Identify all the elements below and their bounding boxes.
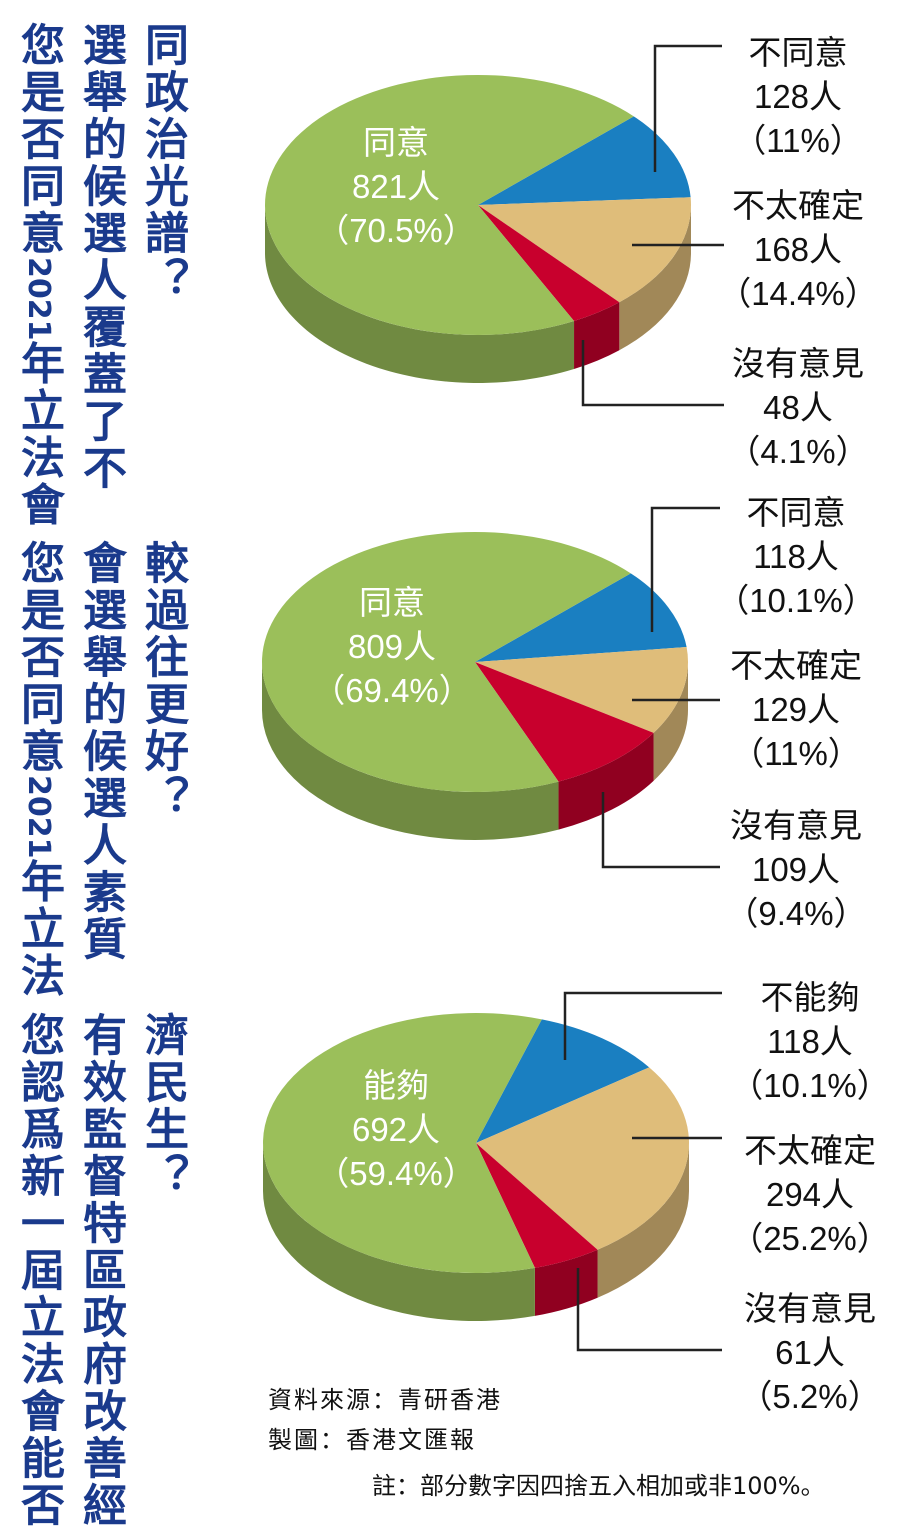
- slice-percent-text-2-3: （9.4%）: [725, 895, 866, 932]
- source-text: 資料來源：青研香港: [268, 1386, 502, 1414]
- slice-percent-text-1-2: （14.4%）: [718, 275, 878, 312]
- slice-label-1-2: 不太確定: [732, 187, 864, 224]
- pie-slice-1-0: [265, 75, 634, 336]
- slice-count-3-2: 294人: [766, 1176, 854, 1213]
- pie-side-3-3: [534, 1249, 598, 1316]
- slice-percent-text-1-1: （11%）: [733, 122, 863, 159]
- slice-label-3-3: 沒有意見: [744, 1290, 876, 1327]
- slice-count-1-2: 168人: [754, 231, 842, 268]
- pie-slice-2-0: [262, 532, 631, 792]
- footnote-text: 註：部分數字因四捨五入相加或非100%。: [372, 1472, 825, 1500]
- slice-label-1-0: 同意: [363, 124, 429, 161]
- slice-label-2-0: 同意: [359, 584, 425, 621]
- slice-count-3-3: 61人: [775, 1334, 845, 1371]
- slice-label-1-3: 沒有意見: [732, 345, 864, 382]
- pie-side-2-2: [653, 662, 688, 781]
- slice-label-3-0: 能夠: [363, 1067, 429, 1104]
- slice-percent-text-1-0: （70.5%）: [316, 212, 476, 249]
- pie-chart-2: 同意 809人 （69.4%） 不同意 118人 （10.1%） 不太確定 129人 （11%）…: [262, 494, 876, 932]
- slice-label-2-3: 沒有意見: [730, 807, 862, 844]
- pie-side-1-2: [619, 205, 691, 351]
- pie-slice-1-2: [478, 197, 691, 303]
- slice-percent-text-2-0: （69.4%）: [312, 672, 472, 709]
- pie-slice-3-2: [476, 1067, 690, 1250]
- pie-side-3-2: [597, 1143, 689, 1298]
- pie-side-2-3: [558, 732, 654, 830]
- pie-side-3-0: [262, 1143, 535, 1321]
- pie-side-1-0: [265, 205, 575, 383]
- slice-count-1-0: 821人: [352, 168, 440, 205]
- slice-percent-text-2-2: （11%）: [731, 735, 861, 772]
- slice-count-1-3: 48人: [763, 389, 833, 426]
- slice-count-3-0: 692人: [352, 1111, 440, 1148]
- slice-label-1-1: 不同意: [749, 34, 848, 71]
- leader-line-2-1: [650, 506, 720, 632]
- pie-slice-2-1: [475, 573, 687, 662]
- leader-line-1-3: [581, 340, 724, 407]
- pie-side-2-0: [262, 662, 559, 840]
- pie-slice-1-3: [478, 205, 620, 322]
- slice-label-3-2: 不太確定: [744, 1132, 876, 1169]
- credit-text: 製圖：香港文匯報: [268, 1426, 476, 1454]
- slice-label-3-1: 不能夠: [761, 979, 860, 1016]
- slice-percent-text-3-1: （10.1%）: [730, 1067, 890, 1104]
- leader-line-3-1: [563, 991, 722, 1060]
- slice-percent-text-3-3: （5.2%）: [739, 1378, 880, 1415]
- slice-label-2-2: 不太確定: [730, 647, 862, 684]
- slice-count-3-1: 118人: [767, 1023, 853, 1060]
- slice-percent-text-3-2: （25.2%）: [730, 1220, 890, 1257]
- slice-count-2-1: 118人: [753, 538, 839, 575]
- pie-slice-1-1: [478, 116, 691, 205]
- pie-side-1-3: [574, 302, 620, 370]
- slice-percent-text-3-0: （59.4%）: [316, 1155, 476, 1192]
- leader-line-3-3: [576, 1268, 722, 1352]
- slice-count-2-3: 109人: [752, 851, 840, 888]
- pie-slice-3-0: [263, 1013, 542, 1273]
- leader-line-2-3: [601, 792, 720, 869]
- pie-chart-1: 同意 821人 （70.5%） 不同意 128人 （11%） 不太確定 168人 （14.4%）…: [265, 34, 878, 470]
- leader-line-1-1: [653, 44, 722, 172]
- pie-slice-2-2: [475, 647, 688, 733]
- slice-percent-text-1-3: （4.1%）: [727, 433, 868, 470]
- slice-percent-text-2-1: （10.1%）: [716, 582, 876, 619]
- pie-slice-3-3: [476, 1143, 598, 1268]
- pie-slice-2-3: [475, 662, 654, 782]
- slice-count-1-1: 128人: [754, 78, 842, 115]
- slice-count-2-0: 809人: [348, 628, 436, 665]
- pie-slice-3-1: [476, 1019, 650, 1143]
- slice-label-2-1: 不同意: [747, 494, 846, 531]
- pie-chart-3: 能夠 692人 （59.4%） 不能夠 118人 （10.1%） 不太確定 294人 （25.2…: [262, 979, 890, 1415]
- slice-count-2-2: 129人: [752, 691, 840, 728]
